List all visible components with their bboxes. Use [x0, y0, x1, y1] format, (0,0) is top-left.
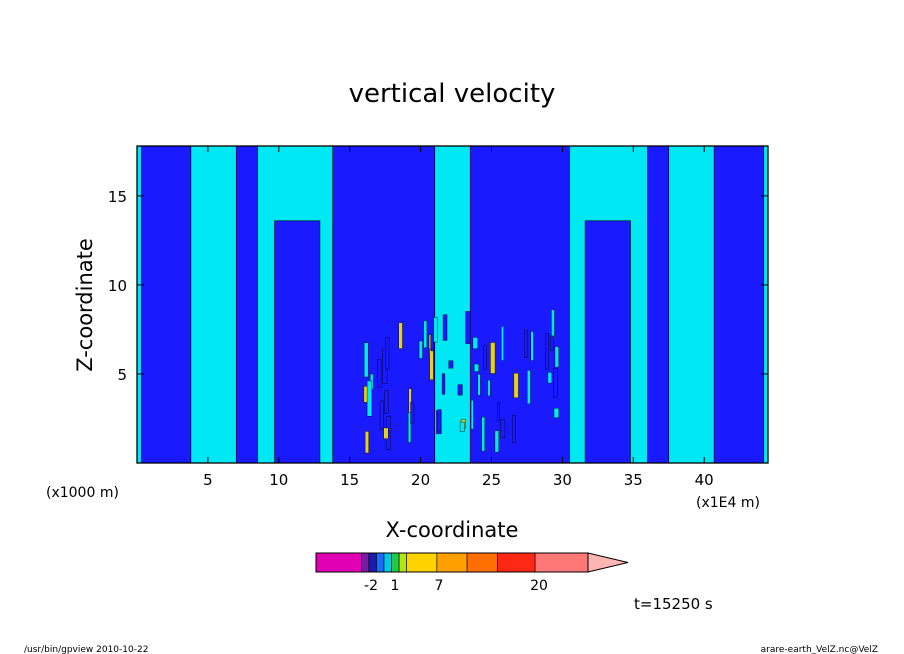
plot-area: 5 10 15 20 25 30 35 40 5 10 15 [108, 145, 769, 489]
downdraft-band [140, 145, 192, 464]
x-axis-label: X-coordinate [386, 518, 519, 542]
colorbar-tick-label: 20 [530, 578, 548, 594]
convective-cell [551, 309, 555, 340]
convective-cell [494, 430, 499, 453]
convective-cell [512, 415, 516, 444]
convective-cell [472, 337, 478, 349]
plot-frame [136, 145, 769, 464]
convective-cell [385, 336, 390, 370]
convective-cell [554, 346, 559, 368]
downdraft-band [274, 220, 321, 464]
colorbar-cell [361, 552, 370, 573]
convective-cell [500, 419, 506, 439]
colorbar-cell [315, 552, 362, 573]
colorbar-cell [368, 552, 377, 573]
convective-cell [430, 335, 435, 352]
convective-cell [530, 331, 534, 361]
y-axis-label: Z-coordinate [73, 238, 97, 372]
colorbar-tick-label: -2 [364, 578, 378, 594]
convective-cell [501, 326, 504, 361]
x-tick-label: 20 [411, 471, 430, 489]
downdraft-band [235, 145, 258, 464]
convective-cell [545, 333, 549, 370]
convective-cell [433, 317, 438, 343]
convective-cell [481, 416, 485, 452]
y-tick-label: 5 [117, 366, 127, 384]
convective-cell [487, 379, 491, 397]
colorbar: -2 1 7 20 [315, 552, 629, 594]
convective-cell [366, 380, 373, 417]
colorbar-arrow [587, 552, 629, 573]
convective-cell [526, 370, 531, 405]
convective-cell [364, 431, 369, 454]
footer-left: /usr/bin/gpview 2010-10-22 [24, 645, 148, 654]
x-tick-label: 30 [553, 471, 572, 489]
convective-cell [497, 401, 501, 421]
convective-cell [442, 314, 448, 341]
downdraft-band [647, 145, 670, 464]
convective-cell [429, 348, 434, 380]
convective-cell [553, 368, 558, 398]
colorbar-tick-label: 1 [391, 578, 400, 594]
colorbar-cell [391, 552, 400, 573]
convective-cell [384, 390, 389, 414]
convective-cell [470, 399, 474, 430]
y-tick-label: 15 [108, 188, 127, 206]
convective-cell [513, 372, 519, 399]
convective-cell [363, 342, 369, 378]
x-tick-label: 5 [203, 471, 213, 489]
convective-cell [524, 329, 528, 358]
convective-cell [423, 320, 428, 348]
colorbar-tick-label: 7 [435, 578, 444, 594]
convective-cell [437, 409, 442, 432]
convective-cell [398, 322, 403, 349]
convective-cell [377, 359, 382, 388]
convective-cell [383, 427, 389, 439]
x-tick-label: 40 [695, 471, 714, 489]
x-tick-label: 10 [269, 471, 288, 489]
convective-cell [379, 400, 384, 430]
convective-cell [477, 374, 481, 396]
convective-cell [465, 311, 471, 344]
downdraft-band [584, 220, 631, 464]
chart-title: vertical velocity [349, 79, 556, 109]
convective-cell [448, 360, 454, 369]
convective-cell [550, 335, 554, 351]
convective-cell [457, 384, 463, 396]
convective-cell [473, 363, 479, 372]
convective-cell [483, 345, 487, 370]
colorbar-cell [534, 552, 589, 573]
x-tick-label: 35 [624, 471, 643, 489]
colorbar-cell [436, 552, 468, 573]
colorbar-cell [406, 552, 438, 573]
downdraft-band [713, 145, 765, 464]
time-label: t=15250 s [634, 595, 713, 613]
colorbar-cell [376, 552, 385, 573]
x-unit-left: (x1000 m) [46, 485, 119, 501]
colorbar-frame [315, 552, 589, 573]
x-tick-label: 15 [340, 471, 359, 489]
downdraft-band [469, 145, 570, 464]
colorbar-cell [497, 552, 536, 573]
x-tick-label: 25 [482, 471, 501, 489]
colorbar-cell [383, 552, 392, 573]
convective-cell [547, 372, 552, 384]
convective-cell [441, 373, 446, 395]
convective-cell [553, 407, 560, 418]
colorbar-cell [398, 552, 407, 573]
convective-cell [410, 401, 415, 424]
convective-cell [490, 342, 496, 374]
footer-right: arare-earth_VelZ.nc@VelZ [761, 645, 878, 654]
convective-cell [459, 421, 465, 432]
convective-cell [418, 340, 423, 359]
convective-cell [407, 412, 412, 443]
x-unit-right: (x1E4 m) [696, 495, 760, 511]
upward-region [137, 146, 768, 463]
y-tick-label: 10 [108, 277, 127, 295]
colorbar-cell [466, 552, 498, 573]
